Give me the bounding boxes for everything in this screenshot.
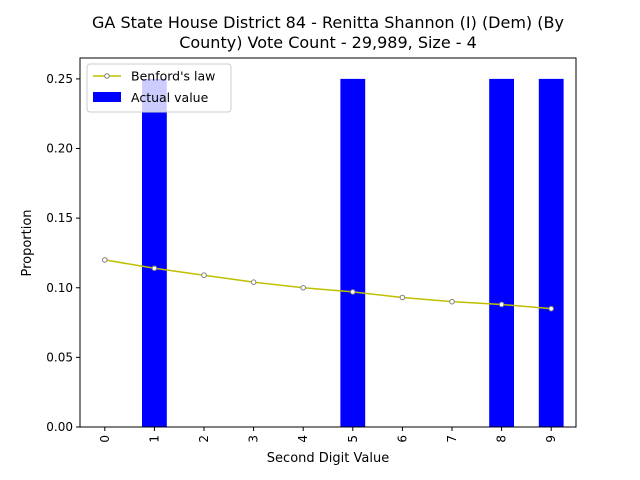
chart-title-line-2: County) Vote Count - 29,989, Size - 4 bbox=[179, 33, 477, 52]
x-tick-label-9: 9 bbox=[544, 435, 558, 443]
benford-point-3 bbox=[250, 279, 257, 285]
benford-point-7 bbox=[449, 298, 455, 305]
benford-point-2 bbox=[201, 272, 207, 279]
benford-line bbox=[104, 259, 552, 310]
x-tick-label-1: 1 bbox=[147, 435, 161, 443]
benford-point-5 bbox=[350, 289, 356, 295]
benford-point-1 bbox=[151, 265, 158, 272]
benford-point-0 bbox=[102, 257, 108, 263]
benford-point-4 bbox=[300, 284, 307, 291]
y-tick-label-0.20: 0.20 bbox=[46, 142, 73, 156]
x-tick-label-7: 7 bbox=[445, 435, 459, 443]
y-tick-label-0.25: 0.25 bbox=[46, 72, 73, 86]
benford-point-8 bbox=[498, 301, 505, 308]
chart-title-line-1: GA State House District 84 - Renitta Sha… bbox=[92, 13, 564, 32]
y-tick-label-0.10: 0.10 bbox=[46, 281, 73, 295]
legend-label-benford: Benford's law bbox=[131, 69, 215, 84]
legend-bar-swatch bbox=[93, 92, 121, 102]
x-axis-label: Second Digit Value bbox=[267, 451, 389, 466]
x-tick-label-5: 5 bbox=[346, 435, 360, 443]
legend: Benford's law Actual value bbox=[86, 63, 232, 113]
x-tick-label-2: 2 bbox=[197, 435, 211, 443]
benford-point-9 bbox=[548, 305, 555, 312]
legend-box bbox=[86, 63, 232, 113]
legend-label-actual: Actual value bbox=[131, 90, 209, 105]
x-tick-label-3: 3 bbox=[247, 435, 261, 443]
y-tick-label-0.15: 0.15 bbox=[46, 211, 73, 225]
axes-layer: 0 1 2 3 4 5 6 7 8 9 0.00 0.05 0.10 0.15 0.20 0.25 bbox=[46, 57, 577, 443]
legend-line-marker bbox=[104, 73, 110, 79]
x-tick-label-8: 8 bbox=[495, 435, 509, 443]
bar-digit-8 bbox=[489, 78, 514, 428]
y-axis-label: Proportion bbox=[20, 209, 35, 276]
x-tick-label-4: 4 bbox=[296, 435, 310, 443]
y-tick-label-0.00: 0.00 bbox=[46, 420, 73, 434]
x-tick-label-6: 6 bbox=[395, 435, 409, 443]
y-tick-label-0.05: 0.05 bbox=[46, 350, 73, 364]
x-tick-label-0: 0 bbox=[98, 435, 112, 443]
bar-digit-9 bbox=[538, 78, 564, 428]
plot-frame bbox=[79, 57, 577, 428]
benford-point-6 bbox=[399, 294, 406, 301]
bar-digit-1 bbox=[142, 78, 167, 428]
benford-line-layer bbox=[102, 257, 555, 312]
bars-layer bbox=[142, 78, 564, 428]
bar-digit-5 bbox=[340, 78, 366, 428]
